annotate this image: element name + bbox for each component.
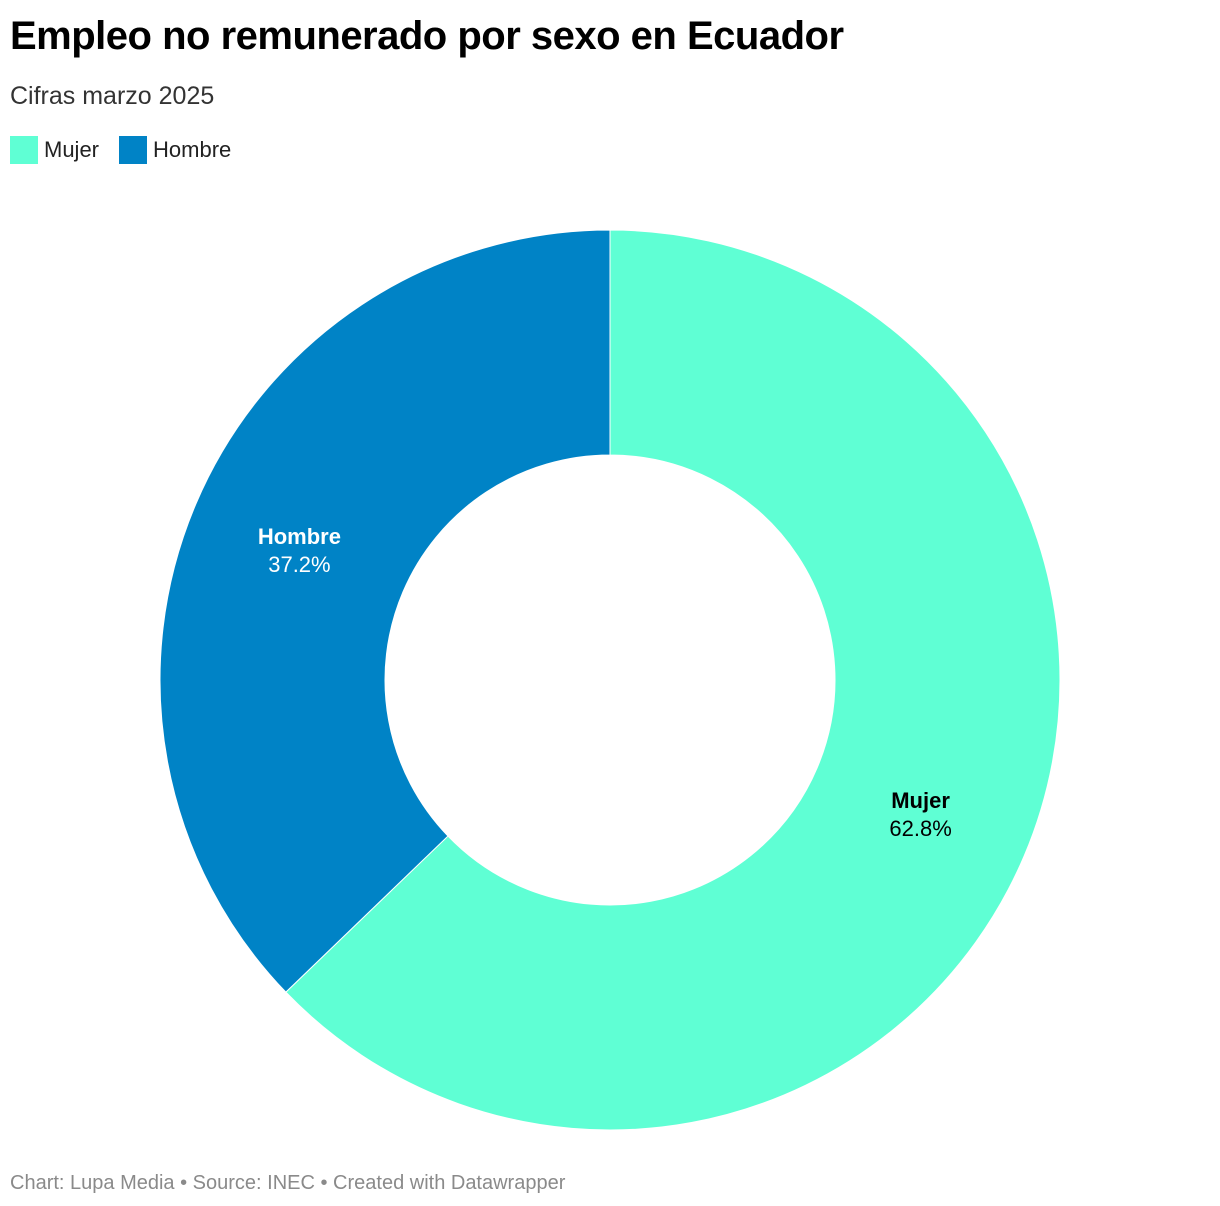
slice-label-mujer: Mujer: [891, 788, 950, 813]
slice-label-hombre: Hombre: [258, 524, 341, 549]
legend-label-hombre: Hombre: [153, 137, 232, 162]
legend-swatch-hombre: [119, 136, 148, 164]
legend-swatch-mujer: [10, 136, 38, 164]
chart-footer: Chart: Lupa Media • Source: INEC • Creat…: [10, 1172, 566, 1194]
chart-subtitle: Cifras marzo 2025: [10, 82, 215, 110]
donut-slice-hombre: [159, 229, 611, 993]
legend-label-mujer: Mujer: [44, 137, 100, 162]
slice-value-mujer: 62.8%: [889, 816, 951, 841]
slice-value-hombre: 37.2%: [268, 552, 330, 577]
donut-slice-mujer: [285, 229, 1061, 1131]
legend-item-mujer: Mujer: [10, 136, 99, 164]
chart-title: Empleo no remunerado por sexo en Ecuador: [10, 14, 844, 58]
legend: Mujer Hombre: [10, 136, 231, 164]
legend-item-hombre: Hombre: [119, 136, 231, 164]
